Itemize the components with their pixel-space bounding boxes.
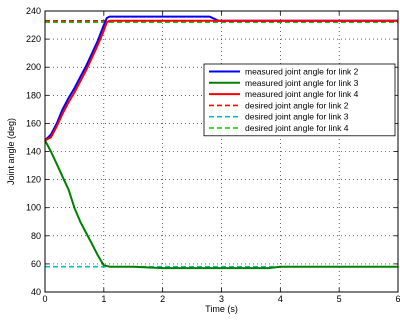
x-axis-label: Time (s) — [205, 304, 238, 314]
y-tick-label: 220 — [26, 34, 41, 44]
y-tick-label: 100 — [26, 203, 41, 213]
legend-label-1: measured joint angle for link 2 — [245, 67, 359, 77]
y-tick-label: 60 — [31, 259, 41, 269]
grid-lines — [45, 11, 398, 292]
y-tick-label: 160 — [26, 118, 41, 128]
y-axis-ticks: 40 60 80 100 120 140 160 180 200 220 240 — [26, 6, 398, 297]
legend-label-5: desired joint angle for link 3 — [245, 112, 349, 122]
x-tick-label: 0 — [42, 294, 47, 304]
x-tick-label: 5 — [337, 294, 342, 304]
y-tick-label: 180 — [26, 90, 41, 100]
series-line-2 — [44, 139, 398, 270]
legend-label-2: measured joint angle for link 3 — [245, 78, 359, 88]
x-axis-ticks: 0 1 2 3 4 5 6 — [42, 11, 400, 304]
legend-label-3: measured joint angle for link 4 — [245, 89, 359, 99]
legend-box — [203, 63, 396, 137]
x-tick-label: 4 — [278, 294, 283, 304]
x-tick-label: 1 — [101, 294, 106, 304]
legend-label-6: desired joint angle for link 4 — [245, 123, 349, 133]
y-tick-label: 80 — [31, 231, 41, 241]
y-tick-label: 240 — [26, 6, 41, 16]
legend: measured joint angle for link 2measured … — [203, 63, 396, 137]
series-layer — [44, 15, 398, 270]
x-tick-label: 6 — [395, 294, 400, 304]
legend-label-4: desired joint angle for link 2 — [245, 100, 349, 110]
series-line-3 — [44, 19, 398, 142]
y-tick-label: 200 — [26, 62, 41, 72]
x-tick-label: 3 — [219, 294, 224, 304]
y-tick-label: 120 — [26, 175, 41, 185]
x-tick-label: 2 — [160, 294, 165, 304]
y-axis-label: Joint angle (deg) — [6, 118, 16, 185]
y-tick-label: 140 — [26, 147, 41, 157]
y-tick-label: 40 — [31, 287, 41, 297]
